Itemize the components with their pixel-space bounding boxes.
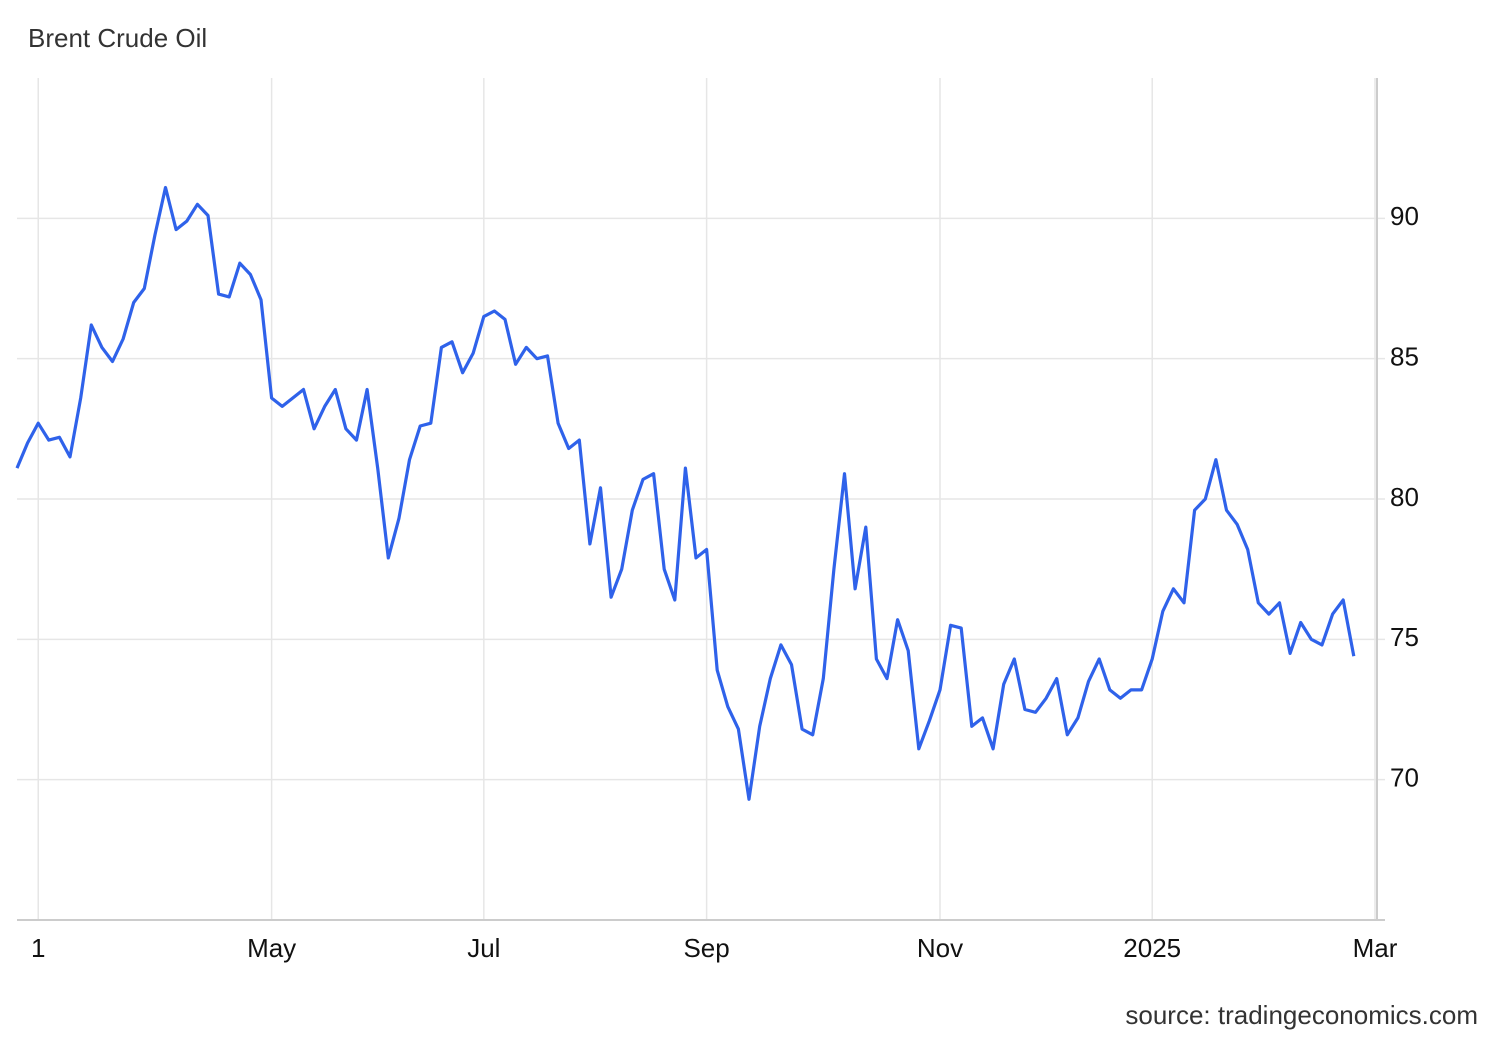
- x-tick-label: 1: [31, 933, 45, 963]
- y-tick-label: 75: [1390, 622, 1419, 652]
- chart-title: Brent Crude Oil: [28, 23, 207, 53]
- source-note: source: tradingeconomics.com: [1125, 1000, 1478, 1030]
- y-tick-label: 85: [1390, 342, 1419, 372]
- price-line: [15, 185, 1356, 801]
- x-tick-label: Jul: [467, 933, 500, 963]
- y-tick-label: 90: [1390, 201, 1419, 231]
- x-tick-label: May: [247, 933, 296, 963]
- y-tick-label: 70: [1390, 763, 1419, 793]
- x-tick-label: Mar: [1353, 933, 1398, 963]
- x-tick-label: Nov: [917, 933, 963, 963]
- x-tick-label: Sep: [683, 933, 729, 963]
- y-tick-label: 80: [1390, 482, 1419, 512]
- x-tick-label: 2025: [1123, 933, 1181, 963]
